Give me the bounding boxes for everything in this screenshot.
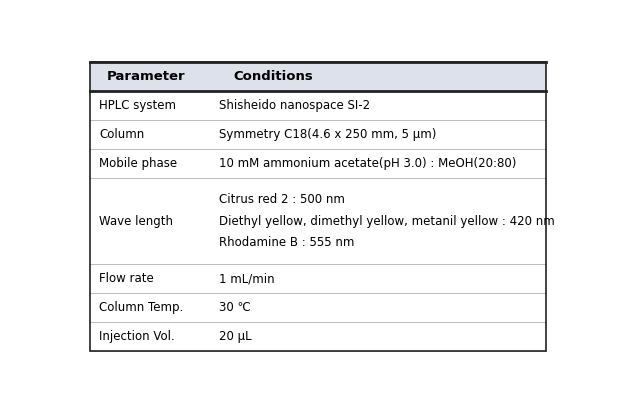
Text: Citrus red 2 : 500 nm: Citrus red 2 : 500 nm — [219, 193, 345, 206]
Text: Flow rate: Flow rate — [99, 272, 154, 285]
Text: Wave length: Wave length — [99, 215, 173, 227]
Text: Parameter: Parameter — [107, 70, 185, 83]
Text: 20 μL: 20 μL — [219, 330, 252, 344]
Text: Shisheido nanospace SI-2: Shisheido nanospace SI-2 — [219, 99, 370, 112]
Text: Diethyl yellow, dimethyl yellow, metanil yellow : 420 nm: Diethyl yellow, dimethyl yellow, metanil… — [219, 215, 555, 227]
Text: 30 ℃: 30 ℃ — [219, 301, 251, 315]
Text: Conditions: Conditions — [234, 70, 314, 83]
Text: 10 mM ammonium acetate(pH 3.0) : MeOH(20:80): 10 mM ammonium acetate(pH 3.0) : MeOH(20… — [219, 157, 516, 170]
Text: Column: Column — [99, 128, 144, 141]
Text: Symmetry C18(4.6 x 250 mm, 5 μm): Symmetry C18(4.6 x 250 mm, 5 μm) — [219, 128, 436, 141]
Text: Injection Vol.: Injection Vol. — [99, 330, 175, 344]
Text: 1 mL/min: 1 mL/min — [219, 272, 275, 285]
Text: HPLC system: HPLC system — [99, 99, 176, 112]
Text: Mobile phase: Mobile phase — [99, 157, 177, 170]
Text: Column Temp.: Column Temp. — [99, 301, 184, 315]
Text: Rhodamine B : 555 nm: Rhodamine B : 555 nm — [219, 236, 355, 249]
Bar — [89, 62, 546, 91]
